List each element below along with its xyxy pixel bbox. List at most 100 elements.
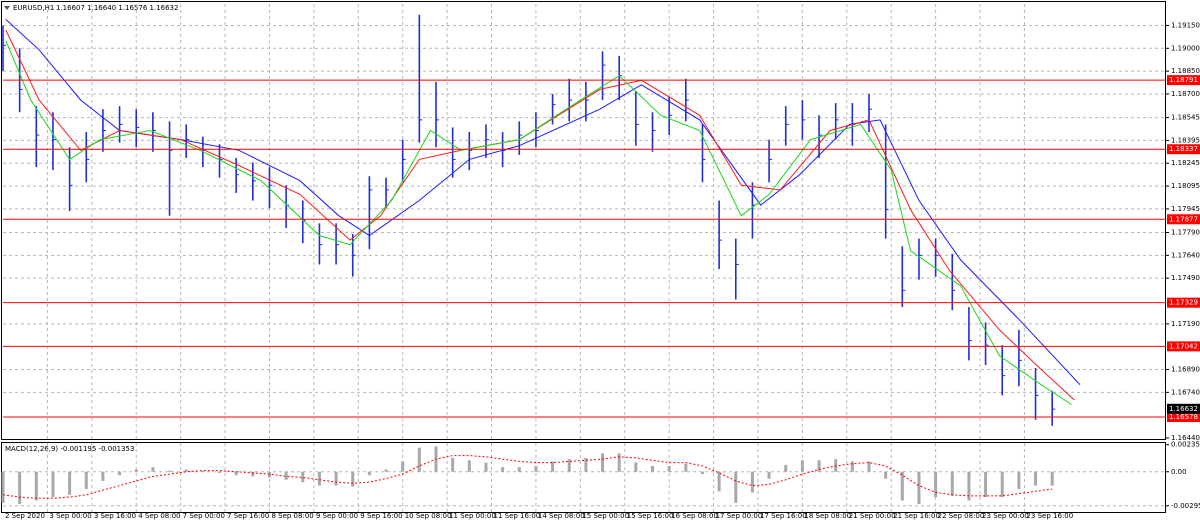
macd-bar [34, 471, 38, 501]
macd-bar [384, 469, 388, 472]
level-label-box [1167, 341, 1200, 352]
macd-bar [617, 453, 621, 472]
x-tick-label: 21 Sep 00:00 [849, 512, 896, 520]
macd-bar [367, 471, 371, 476]
x-tick-label: 7 Sep 16:00 [227, 512, 269, 520]
level-label: 1.18791 [1169, 76, 1198, 84]
x-tick-label: 2 Sep 2020 [5, 512, 45, 520]
y-tick-label: 1.17190 [1171, 320, 1200, 328]
macd-bar [484, 462, 488, 472]
macd-bar [218, 471, 222, 473]
macd-bar [834, 459, 838, 472]
macd-bar [950, 471, 954, 496]
macd-bar [684, 463, 688, 472]
level-label-box [1167, 214, 1200, 225]
macd-bar [1, 471, 5, 503]
x-tick-label: 3 Sep 16:00 [94, 512, 136, 520]
level-label-box [1167, 144, 1200, 155]
y-tick-label: 1.17945 [1171, 205, 1200, 213]
macd-bar [850, 461, 854, 472]
level-label-box [1167, 297, 1200, 308]
x-tick-label: 11 Sep 00:00 [449, 512, 496, 520]
level-label: 1.17329 [1169, 299, 1198, 307]
macd-bar [417, 447, 421, 472]
macd-bar [501, 467, 505, 472]
macd-bar [234, 471, 238, 476]
y-tick-label: 1.19000 [1171, 44, 1200, 52]
x-tick-label: 18 Sep 08:00 [804, 512, 851, 520]
macd-bar [201, 470, 205, 472]
macd-bar [784, 464, 788, 472]
macd-bar [567, 459, 571, 472]
level-label: 1.17877 [1169, 215, 1198, 223]
macd-bar [168, 470, 172, 472]
y-tick-label: 1.18700 [1171, 90, 1200, 98]
macd-bar [900, 471, 904, 501]
y-tick-label: 1.18245 [1171, 159, 1200, 167]
macd-bar [734, 471, 738, 503]
macd-bar [334, 471, 338, 486]
symbol-title: EURUSD,H1 [13, 4, 54, 12]
x-tick-label: 9 Sep 16:00 [360, 512, 402, 520]
macd-bar [700, 471, 704, 475]
macd-bar [84, 471, 88, 489]
y-tick-label: 0.00 [1171, 468, 1187, 476]
macd-bar [967, 471, 971, 501]
macd-bar [284, 471, 288, 480]
level-label: 1.18337 [1169, 145, 1198, 153]
y-tick-label: 1.16740 [1171, 388, 1200, 396]
macd-bar [1050, 471, 1054, 486]
y-tick-label: -0.002959 [1171, 502, 1200, 510]
x-tick-label: 17 Sep 16:00 [760, 512, 807, 520]
x-tick-label: 15 Sep 16:00 [627, 512, 674, 520]
x-tick-label: 10 Sep 08:00 [405, 512, 452, 520]
macd-bar [750, 471, 754, 493]
macd-bar [301, 471, 305, 483]
macd-bar [101, 471, 105, 481]
x-tick-label: 22 Sep 08:00 [938, 512, 985, 520]
y-tick-label: 0.002352 [1171, 441, 1200, 449]
y-tick-label: 1.19150 [1171, 21, 1200, 29]
symbol-menu-icon[interactable] [4, 6, 10, 10]
macd-bar [1017, 471, 1021, 489]
level-label-box [1167, 412, 1200, 423]
x-tick-label: 16 Sep 08:00 [671, 512, 718, 520]
macd-bar [517, 467, 521, 472]
macd-bar [1000, 471, 1004, 498]
x-tick-label: 9 Sep 00:00 [316, 512, 358, 520]
macd-bar [634, 462, 638, 472]
y-tick-label: 1.16890 [1171, 366, 1200, 374]
x-tick-label: 23 Sep 00:00 [982, 512, 1029, 520]
level-label: 1.16578 [1169, 413, 1198, 421]
y-tick-label: 1.18395 [1171, 136, 1200, 144]
y-tick-label: 1.17790 [1171, 229, 1200, 237]
macd-bar [51, 471, 55, 498]
macd-bar [584, 457, 588, 472]
macd-bar [1034, 471, 1038, 486]
macd-bar [451, 457, 455, 472]
quote: 1.16607 1.16640 1.16576 1.16632 [56, 4, 178, 12]
macd-bar [118, 471, 122, 476]
macd-bar [917, 471, 921, 504]
macd-bar [817, 460, 821, 472]
x-tick-label: 14 Sep 08:00 [538, 512, 585, 520]
macd-bar [651, 466, 655, 472]
macd-bar [667, 466, 671, 472]
macd-bar [717, 471, 721, 492]
x-tick-label: 3 Sep 00:00 [49, 512, 91, 520]
main-pane-frame [1, 1, 1166, 440]
macd-bar [18, 471, 22, 504]
x-tick-label: 17 Sep 00:00 [716, 512, 763, 520]
macd-title: MACD(12,26,9) -0.001195 -0.001353 [5, 445, 134, 453]
x-tick-label: 21 Sep 16:00 [893, 512, 940, 520]
y-tick-label: 1.17490 [1171, 274, 1200, 282]
macd-bar [767, 471, 771, 479]
macd-signal [2, 455, 1053, 499]
level-label: 1.17042 [1169, 342, 1198, 350]
last-price-box [1167, 403, 1200, 414]
macd-bar [867, 461, 871, 472]
x-tick-label: 15 Sep 00:00 [582, 512, 629, 520]
last-price-label: 1.16632 [1169, 405, 1198, 413]
